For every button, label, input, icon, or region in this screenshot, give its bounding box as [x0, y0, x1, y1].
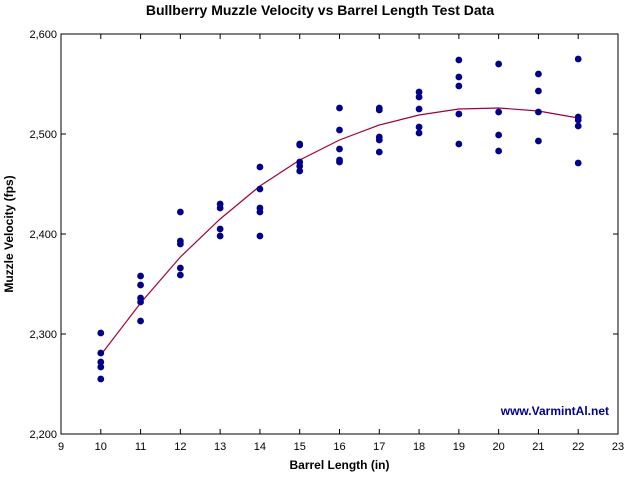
data-point — [97, 329, 105, 337]
data-point — [176, 271, 184, 279]
x-tick-label: 23 — [612, 441, 624, 453]
data-point — [97, 358, 105, 366]
data-point — [574, 122, 582, 130]
data-point — [535, 70, 542, 78]
data-point — [455, 140, 463, 148]
y-axis-ticks: 2,200 2,300 2,400 2,500 2,600 — [29, 29, 618, 441]
plot-frame — [60, 33, 619, 435]
data-point — [256, 185, 264, 193]
data-point — [495, 131, 503, 139]
data-point — [415, 105, 423, 113]
data-point — [336, 104, 343, 112]
data-point — [455, 82, 463, 90]
data-point — [574, 116, 582, 124]
data-point — [137, 272, 144, 280]
data-point — [455, 56, 463, 64]
data-point — [495, 60, 503, 68]
x-tick-label: 17 — [373, 441, 385, 453]
data-point — [495, 147, 503, 155]
x-tick-label: 20 — [493, 441, 505, 453]
data-point — [216, 204, 224, 212]
data-point — [415, 88, 423, 96]
data-point — [455, 73, 463, 81]
data-point — [97, 375, 105, 383]
data-point — [137, 298, 144, 306]
data-point — [375, 106, 383, 114]
data-point — [176, 264, 184, 272]
data-point — [296, 167, 304, 175]
x-tick-label: 18 — [413, 441, 425, 453]
x-tick-label: 10 — [95, 441, 107, 453]
data-point — [455, 110, 463, 118]
x-tick-label: 13 — [214, 441, 226, 453]
x-tick-label: 14 — [254, 441, 266, 453]
data-point — [415, 123, 423, 131]
data-point — [256, 232, 264, 240]
data-point — [574, 159, 582, 167]
watermark-text: www.VarmintAl.net — [500, 404, 609, 418]
y-tick-label: 2,200 — [29, 429, 57, 441]
data-point — [375, 148, 383, 156]
data-point — [176, 208, 184, 216]
y-tick-label: 2,400 — [29, 229, 57, 241]
x-axis-ticks: 9 10 11 12 13 14 15 16 17 18 19 20 21 22 23 — [58, 34, 624, 453]
data-point — [375, 136, 383, 144]
x-tick-label: 12 — [174, 441, 186, 453]
data-point — [256, 163, 264, 171]
data-point — [415, 129, 423, 137]
x-tick-label: 16 — [333, 441, 345, 453]
fit-curve-layer — [100, 107, 579, 356]
data-point — [97, 349, 105, 357]
data-point — [574, 55, 582, 63]
chart-title: Bullberry Muzzle Velocity vs Barrel Leng… — [146, 2, 494, 18]
data-point — [336, 126, 343, 134]
y-tick-label: 2,500 — [29, 129, 57, 141]
data-point — [216, 225, 224, 233]
data-point — [336, 158, 343, 166]
y-tick-label: 2,600 — [29, 29, 57, 41]
x-tick-label: 15 — [294, 441, 306, 453]
data-point — [256, 208, 264, 216]
x-axis-label: Barrel Length (in) — [289, 458, 389, 472]
data-point — [535, 108, 542, 116]
data-point — [535, 137, 542, 145]
data-points-layer — [97, 55, 582, 383]
data-point — [137, 281, 144, 289]
data-point — [495, 108, 503, 116]
x-tick-label: 22 — [572, 441, 584, 453]
data-point — [535, 87, 542, 95]
data-point — [296, 162, 304, 170]
y-axis-label: Muzzle Velocity (fps) — [2, 175, 16, 292]
data-point — [97, 363, 105, 371]
data-point — [137, 317, 144, 325]
fit-curve-line — [100, 107, 579, 356]
data-point — [296, 141, 304, 149]
x-tick-label: 11 — [135, 441, 146, 453]
data-point — [336, 145, 343, 153]
y-tick-label: 2,300 — [29, 329, 57, 341]
x-tick-label: 9 — [58, 441, 64, 453]
data-point — [176, 240, 184, 248]
x-tick-label: 19 — [453, 441, 465, 453]
x-tick-label: 21 — [532, 441, 544, 453]
data-point — [415, 93, 423, 101]
data-point — [216, 232, 224, 240]
